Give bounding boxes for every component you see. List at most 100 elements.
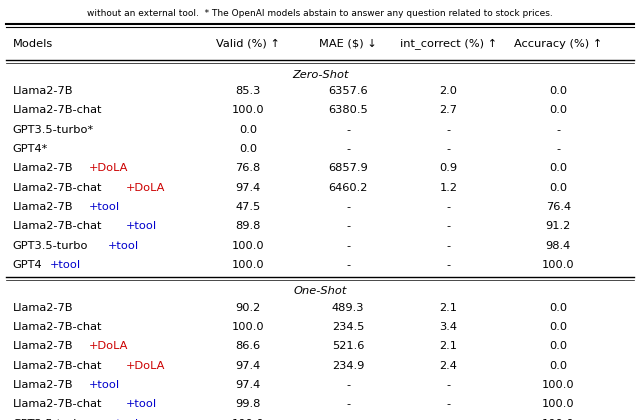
Text: 0.0: 0.0 xyxy=(549,341,568,351)
Text: -: - xyxy=(447,380,451,390)
Text: +tool: +tool xyxy=(126,221,157,231)
Text: Accuracy (%) ↑: Accuracy (%) ↑ xyxy=(514,39,602,49)
Text: 0.0: 0.0 xyxy=(549,183,568,193)
Text: 89.8: 89.8 xyxy=(235,221,260,231)
Text: Llama2-7B-chat: Llama2-7B-chat xyxy=(13,399,102,409)
Text: -: - xyxy=(346,419,350,420)
Text: Llama2-7B-chat: Llama2-7B-chat xyxy=(13,361,102,370)
Text: 76.4: 76.4 xyxy=(546,202,571,212)
Text: +tool: +tool xyxy=(50,260,81,270)
Text: -: - xyxy=(447,399,451,409)
Text: 91.2: 91.2 xyxy=(546,221,571,231)
Text: 6460.2: 6460.2 xyxy=(328,183,368,193)
Text: +tool: +tool xyxy=(108,241,140,251)
Text: Llama2-7B: Llama2-7B xyxy=(13,341,73,351)
Text: 2.0: 2.0 xyxy=(440,86,458,96)
Text: -: - xyxy=(346,221,350,231)
Text: 2.1: 2.1 xyxy=(440,302,458,312)
Text: +DoLA: +DoLA xyxy=(89,341,129,351)
Text: 0.0: 0.0 xyxy=(239,125,257,135)
Text: 0.0: 0.0 xyxy=(549,105,568,116)
Text: Zero-Shot: Zero-Shot xyxy=(292,70,348,79)
Text: 98.4: 98.4 xyxy=(546,241,571,251)
Text: GPT3.5-turbo*: GPT3.5-turbo* xyxy=(13,125,94,135)
Text: 90.2: 90.2 xyxy=(236,302,260,312)
Text: -: - xyxy=(447,241,451,251)
Text: One-Shot: One-Shot xyxy=(293,286,347,296)
Text: 100.0: 100.0 xyxy=(232,105,264,116)
Text: 234.5: 234.5 xyxy=(332,322,364,332)
Text: -: - xyxy=(556,125,561,135)
Text: 0.0: 0.0 xyxy=(549,302,568,312)
Text: +DoLA: +DoLA xyxy=(126,183,165,193)
Text: -: - xyxy=(346,380,350,390)
Text: 97.4: 97.4 xyxy=(236,361,260,370)
Text: Llama2-7B: Llama2-7B xyxy=(13,202,73,212)
Text: +tool: +tool xyxy=(108,419,140,420)
Text: 2.1: 2.1 xyxy=(440,341,458,351)
Text: GPT3.5-turbo: GPT3.5-turbo xyxy=(13,419,88,420)
Text: 3.4: 3.4 xyxy=(440,322,458,332)
Text: Llama2-7B: Llama2-7B xyxy=(13,163,73,173)
Text: without an external tool.  * The OpenAI models abstain to answer any question re: without an external tool. * The OpenAI m… xyxy=(87,9,553,18)
Text: 100.0: 100.0 xyxy=(542,260,575,270)
Text: -: - xyxy=(346,241,350,251)
Text: Llama2-7B: Llama2-7B xyxy=(13,86,73,96)
Text: 489.3: 489.3 xyxy=(332,302,364,312)
Text: 0.9: 0.9 xyxy=(440,163,458,173)
Text: 100.0: 100.0 xyxy=(542,399,575,409)
Text: -: - xyxy=(346,399,350,409)
Text: 2.4: 2.4 xyxy=(440,361,458,370)
Text: -: - xyxy=(346,125,350,135)
Text: 86.6: 86.6 xyxy=(236,341,260,351)
Text: -: - xyxy=(556,144,561,154)
Text: 97.4: 97.4 xyxy=(236,183,260,193)
Text: +tool: +tool xyxy=(126,399,157,409)
Text: 6380.5: 6380.5 xyxy=(328,105,368,116)
Text: +tool: +tool xyxy=(89,202,120,212)
Text: +DoLA: +DoLA xyxy=(126,361,165,370)
Text: -: - xyxy=(346,260,350,270)
Text: -: - xyxy=(346,202,350,212)
Text: 0.0: 0.0 xyxy=(549,163,568,173)
Text: 99.8: 99.8 xyxy=(235,399,260,409)
Text: Llama2-7B: Llama2-7B xyxy=(13,302,73,312)
Text: -: - xyxy=(447,260,451,270)
Text: GPT4*: GPT4* xyxy=(13,144,48,154)
Text: 85.3: 85.3 xyxy=(235,86,260,96)
Text: 100.0: 100.0 xyxy=(232,322,264,332)
Text: 0.0: 0.0 xyxy=(549,361,568,370)
Text: -: - xyxy=(447,419,451,420)
Text: 0.0: 0.0 xyxy=(549,322,568,332)
Text: Llama2-7B-chat: Llama2-7B-chat xyxy=(13,322,102,332)
Text: -: - xyxy=(447,221,451,231)
Text: 97.4: 97.4 xyxy=(236,380,260,390)
Text: 1.2: 1.2 xyxy=(440,183,458,193)
Text: -: - xyxy=(447,144,451,154)
Text: Llama2-7B-chat: Llama2-7B-chat xyxy=(13,221,102,231)
Text: +tool: +tool xyxy=(89,380,120,390)
Text: Llama2-7B-chat: Llama2-7B-chat xyxy=(13,105,102,116)
Text: 100.0: 100.0 xyxy=(232,260,264,270)
Text: 6357.6: 6357.6 xyxy=(328,86,368,96)
Text: 2.7: 2.7 xyxy=(440,105,458,116)
Text: GPT3.5-turbo: GPT3.5-turbo xyxy=(13,241,88,251)
Text: Valid (%) ↑: Valid (%) ↑ xyxy=(216,39,280,49)
Text: int_correct (%) ↑: int_correct (%) ↑ xyxy=(400,38,497,49)
Text: 100.0: 100.0 xyxy=(232,419,264,420)
Text: -: - xyxy=(447,125,451,135)
Text: GPT4: GPT4 xyxy=(13,260,42,270)
Text: 0.0: 0.0 xyxy=(549,86,568,96)
Text: 521.6: 521.6 xyxy=(332,341,364,351)
Text: Models: Models xyxy=(13,39,53,49)
Text: 76.8: 76.8 xyxy=(236,163,260,173)
Text: 6857.9: 6857.9 xyxy=(328,163,368,173)
Text: -: - xyxy=(346,144,350,154)
Text: MAE ($) ↓: MAE ($) ↓ xyxy=(319,39,377,49)
Text: Llama2-7B: Llama2-7B xyxy=(13,380,73,390)
Text: 100.0: 100.0 xyxy=(542,419,575,420)
Text: +DoLA: +DoLA xyxy=(89,163,129,173)
Text: 47.5: 47.5 xyxy=(236,202,260,212)
Text: 100.0: 100.0 xyxy=(542,380,575,390)
Text: 100.0: 100.0 xyxy=(232,241,264,251)
